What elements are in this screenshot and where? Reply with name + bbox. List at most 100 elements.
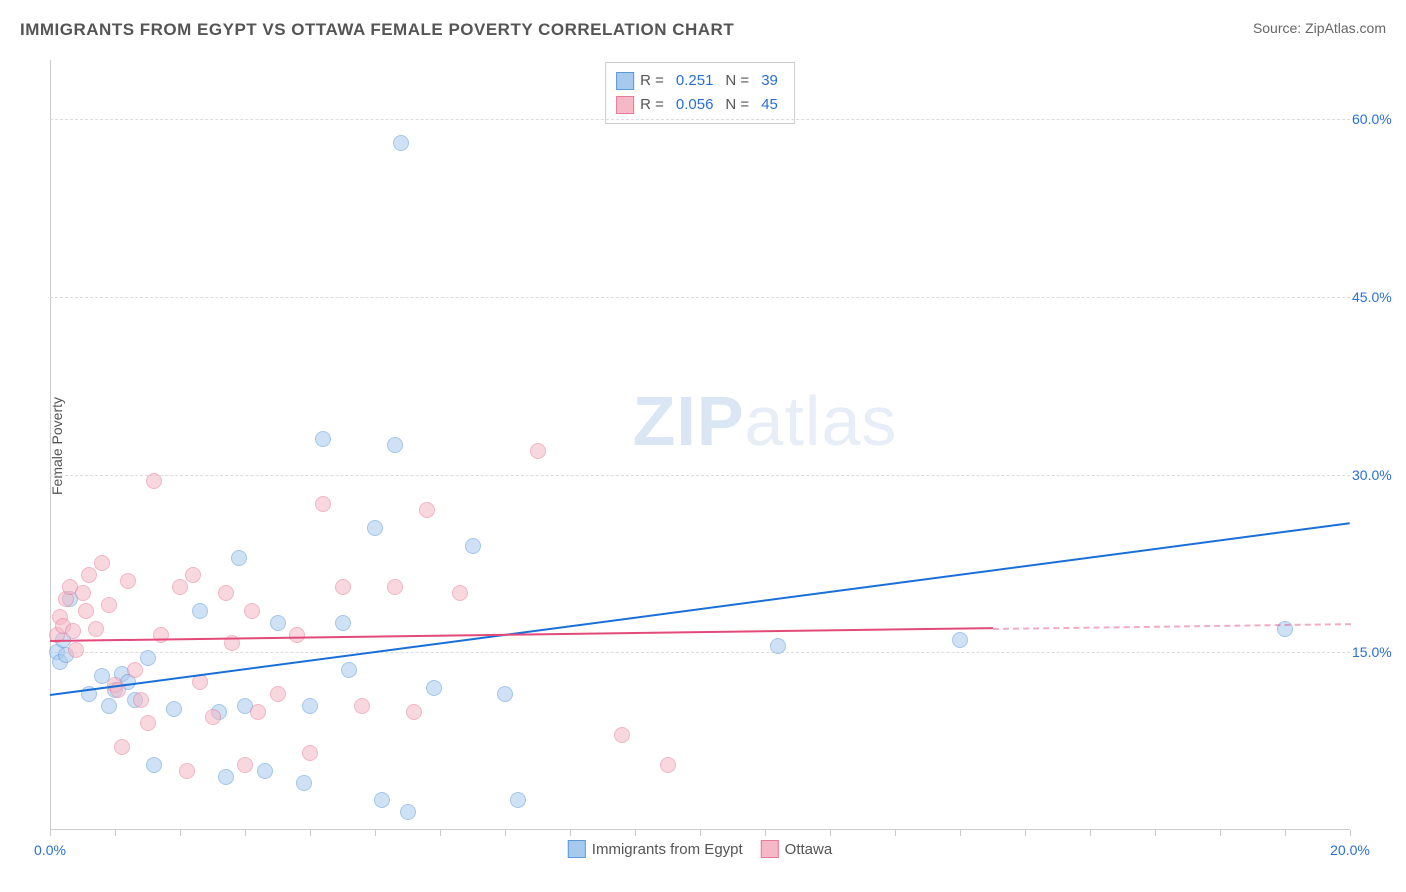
legend-swatch-ottawa-bottom <box>761 840 779 858</box>
x-tick-mark <box>245 830 246 836</box>
chart-container: IMMIGRANTS FROM EGYPT VS OTTAWA FEMALE P… <box>0 0 1406 892</box>
x-tick-mark <box>1285 830 1286 836</box>
scatter-point-egypt <box>367 520 383 536</box>
scatter-point-egypt <box>952 632 968 648</box>
scatter-point-ottawa <box>335 579 351 595</box>
plot-area: ZIPatlas R = 0.251 N = 39 R = 0.056 N = … <box>50 60 1350 830</box>
scatter-point-ottawa <box>88 621 104 637</box>
scatter-point-egypt <box>192 603 208 619</box>
scatter-point-ottawa <box>179 763 195 779</box>
scatter-point-ottawa <box>114 739 130 755</box>
legend-swatch-egypt-bottom <box>568 840 586 858</box>
x-tick-mark <box>375 830 376 836</box>
y-tick-label: 45.0% <box>1352 289 1400 305</box>
scatter-point-ottawa <box>185 567 201 583</box>
source-label: Source: ZipAtlas.com <box>1253 20 1386 36</box>
watermark: ZIPatlas <box>633 381 898 461</box>
x-tick-mark <box>960 830 961 836</box>
x-tick-mark <box>830 830 831 836</box>
scatter-point-ottawa <box>94 555 110 571</box>
scatter-point-ottawa <box>146 473 162 489</box>
y-axis-line <box>50 60 51 830</box>
scatter-point-egypt <box>510 792 526 808</box>
y-tick-label: 60.0% <box>1352 111 1400 127</box>
legend-row-ottawa: R = 0.056 N = 45 <box>616 93 784 117</box>
scatter-point-egypt <box>218 769 234 785</box>
chart-title: IMMIGRANTS FROM EGYPT VS OTTAWA FEMALE P… <box>20 20 734 40</box>
legend-swatch-egypt <box>616 72 634 90</box>
scatter-point-ottawa <box>354 698 370 714</box>
scatter-point-ottawa <box>289 627 305 643</box>
scatter-point-ottawa <box>387 579 403 595</box>
scatter-point-ottawa <box>315 496 331 512</box>
scatter-point-egypt <box>231 550 247 566</box>
scatter-point-ottawa <box>75 585 91 601</box>
scatter-point-ottawa <box>68 642 84 658</box>
x-tick-mark <box>115 830 116 836</box>
x-tick-mark <box>50 830 51 836</box>
scatter-point-egypt <box>335 615 351 631</box>
x-tick-mark <box>765 830 766 836</box>
y-gridline <box>50 119 1350 120</box>
x-tick-mark <box>700 830 701 836</box>
scatter-point-ottawa <box>250 704 266 720</box>
scatter-point-ottawa <box>244 603 260 619</box>
x-tick-mark <box>440 830 441 836</box>
scatter-point-egypt <box>166 701 182 717</box>
y-gridline <box>50 475 1350 476</box>
scatter-point-egypt <box>146 757 162 773</box>
scatter-point-ottawa <box>120 573 136 589</box>
trend-line <box>50 628 993 643</box>
scatter-point-ottawa <box>65 623 81 639</box>
scatter-point-egypt <box>465 538 481 554</box>
scatter-point-egypt <box>497 686 513 702</box>
scatter-point-egypt <box>387 437 403 453</box>
x-tick-mark <box>1220 830 1221 836</box>
x-tick-mark <box>1155 830 1156 836</box>
y-gridline <box>50 652 1350 653</box>
scatter-point-ottawa <box>614 727 630 743</box>
y-tick-label: 30.0% <box>1352 467 1400 483</box>
x-tick-label: 20.0% <box>1330 842 1370 858</box>
legend-series: Immigrants from Egypt Ottawa <box>568 840 832 858</box>
x-tick-mark <box>895 830 896 836</box>
scatter-point-egypt <box>426 680 442 696</box>
scatter-point-ottawa <box>133 692 149 708</box>
scatter-point-egypt <box>101 698 117 714</box>
x-tick-label: 0.0% <box>34 842 66 858</box>
scatter-point-egypt <box>296 775 312 791</box>
y-tick-label: 15.0% <box>1352 644 1400 660</box>
legend-item-egypt: Immigrants from Egypt <box>568 840 743 858</box>
scatter-point-ottawa <box>237 757 253 773</box>
scatter-point-ottawa <box>140 715 156 731</box>
scatter-point-egypt <box>770 638 786 654</box>
scatter-point-egypt <box>302 698 318 714</box>
scatter-point-egypt <box>400 804 416 820</box>
scatter-point-ottawa <box>81 567 97 583</box>
y-gridline <box>50 297 1350 298</box>
legend-swatch-ottawa <box>616 96 634 114</box>
scatter-point-egypt <box>374 792 390 808</box>
scatter-point-ottawa <box>78 603 94 619</box>
scatter-point-ottawa <box>406 704 422 720</box>
scatter-point-egypt <box>341 662 357 678</box>
scatter-point-egypt <box>393 135 409 151</box>
x-tick-mark <box>1090 830 1091 836</box>
scatter-point-ottawa <box>172 579 188 595</box>
scatter-point-ottawa <box>101 597 117 613</box>
scatter-point-egypt <box>315 431 331 447</box>
legend-item-ottawa: Ottawa <box>761 840 833 858</box>
x-tick-mark <box>635 830 636 836</box>
scatter-point-ottawa <box>660 757 676 773</box>
scatter-point-egypt <box>140 650 156 666</box>
scatter-point-ottawa <box>218 585 234 601</box>
x-tick-mark <box>310 830 311 836</box>
legend-row-egypt: R = 0.251 N = 39 <box>616 69 784 93</box>
scatter-point-ottawa <box>205 709 221 725</box>
trend-line <box>992 623 1350 630</box>
scatter-point-ottawa <box>419 502 435 518</box>
x-tick-mark <box>505 830 506 836</box>
scatter-point-ottawa <box>127 662 143 678</box>
legend-correlation-box: R = 0.251 N = 39 R = 0.056 N = 45 <box>605 62 795 124</box>
scatter-point-ottawa <box>302 745 318 761</box>
